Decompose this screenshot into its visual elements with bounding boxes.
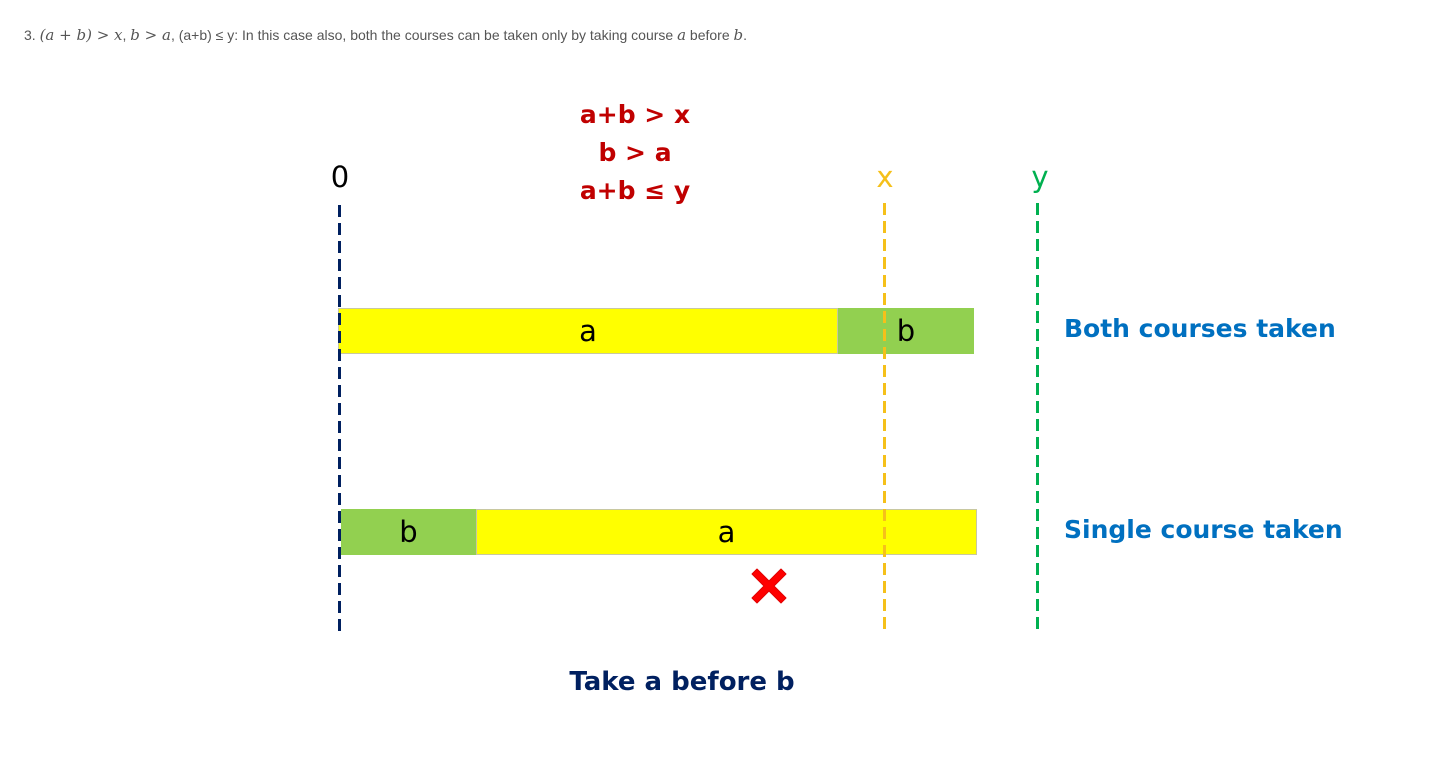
x-label: x [876,160,894,194]
zero-dashed-line [338,205,341,631]
both-row-course-a-bar: a [338,308,838,354]
single-row-course-a-label: a [717,515,736,549]
intro-var-a: a [677,26,687,44]
y-label: y [1031,160,1049,194]
single-row-course-b-bar: b [341,509,476,555]
intro-condition-3: (a+b) ≤ y: In this case also, both the c… [178,27,674,43]
intro-before: before [689,27,730,43]
intro-var-b: b [733,26,744,44]
both-row-course-b-bar: b [838,308,974,354]
y-dashed-line [1036,203,1039,631]
diagram-caption: Take a before b [569,667,795,697]
intro-condition-1: (a + b) > x [39,26,123,44]
both-courses-label: Both courses taken [1064,314,1336,343]
intro-period: . [743,27,748,43]
single-course-label: Single course taken [1064,515,1343,544]
single-row-course-b-label: b [399,515,418,549]
x-dashed-line [883,203,886,631]
both-row-course-a-label: a [579,314,597,348]
condition-line-1: a+b > x [579,100,691,129]
intro-condition-2: b > a [130,26,171,44]
cross-mark-icon [751,568,787,604]
condition-line-2: b > a [598,138,672,167]
condition-line-3: a+b ≤ y [579,176,691,205]
single-row-course-a-bar: a [476,509,977,555]
intro-number: 3. [24,27,36,43]
intro-text: 3. (a + b) > x, b > a, (a+b) ≤ y: In thi… [24,26,748,44]
both-row-course-b-label: b [896,314,916,348]
zero-label: 0 [330,160,350,194]
